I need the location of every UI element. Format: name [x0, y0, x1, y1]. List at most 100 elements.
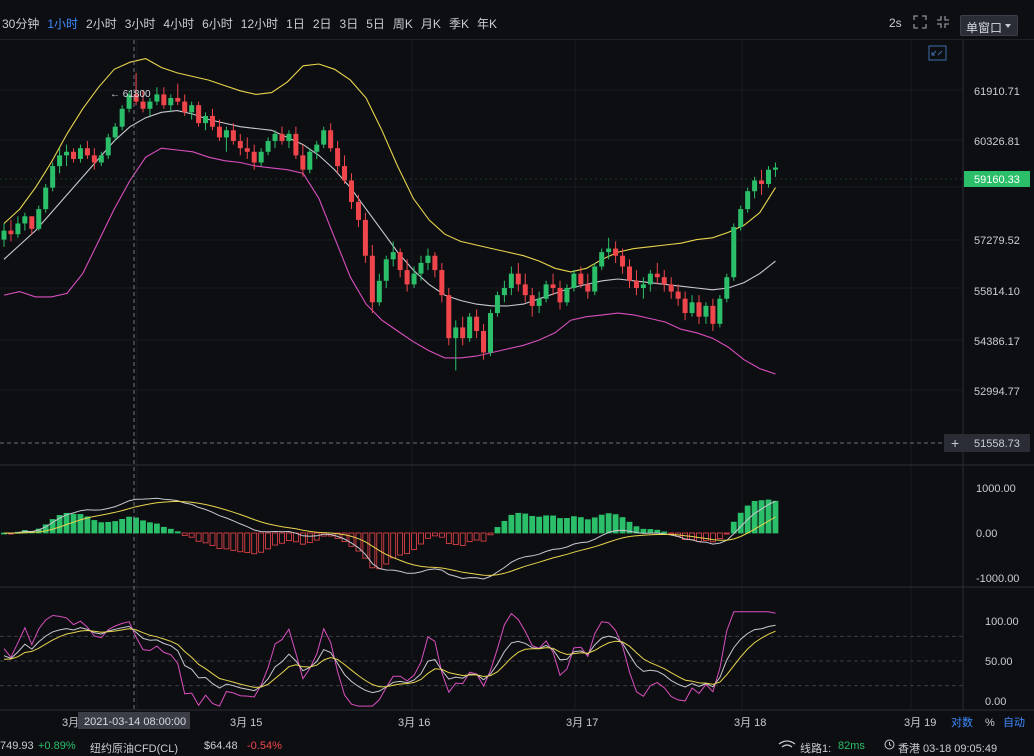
candle-body: [15, 223, 21, 235]
candle-body: [613, 248, 619, 256]
interval-tab[interactable]: 5日: [366, 17, 385, 31]
interval-tab[interactable]: 1日: [286, 17, 305, 31]
macd-histogram-bar: [188, 532, 195, 538]
status-bar: 749.93 +0.89% 纽约原油CFD(CL) $64.48 -0.54% …: [0, 735, 1034, 755]
price-tick-label: 57279.52: [974, 235, 1020, 247]
candle-body: [272, 133, 278, 142]
macd-histogram-bar: [591, 517, 598, 534]
chart-grid: [0, 40, 1034, 711]
macd-histogram-bar: [459, 532, 466, 546]
candle-body: [432, 255, 438, 271]
macd-histogram-bar: [70, 513, 77, 534]
candle-body: [522, 284, 528, 296]
macd-histogram-bar: [661, 531, 668, 534]
candle-body: [529, 295, 535, 306]
macd-histogram-bar: [153, 523, 160, 534]
macd-histogram-bar: [56, 515, 63, 534]
candle-body: [22, 216, 28, 224]
macd-histogram-bar: [716, 532, 723, 539]
cursor-price-label: 51558.73: [974, 438, 1020, 450]
candle-body: [446, 295, 452, 339]
price-chart[interactable]: 61910.7160326.8158783.4257279.5255814.10…: [0, 40, 1034, 735]
macd-histogram-bar: [619, 517, 626, 534]
time-tick-label: 3月 17: [566, 717, 598, 729]
macd-histogram-bar: [626, 521, 633, 534]
interval-tab[interactable]: 2日: [312, 17, 332, 31]
interval-tab[interactable]: 周K: [392, 17, 413, 31]
interval-tab[interactable]: 12小时: [240, 17, 279, 31]
macd-histogram-bar: [369, 532, 376, 569]
interval-tab[interactable]: 月K: [420, 17, 441, 31]
candle-body: [766, 169, 771, 185]
scale-mode-toggle[interactable]: 自动: [1003, 716, 1025, 729]
candle-body: [606, 248, 612, 253]
compress-icon[interactable]: [936, 15, 950, 29]
macd-histogram-bar: [404, 532, 411, 555]
price-tick-label: 61910.71: [974, 86, 1020, 98]
macd-histogram-bar: [209, 532, 216, 546]
candle-body: [342, 166, 348, 181]
candle-body: [752, 180, 758, 192]
interval-tab[interactable]: 1小时: [47, 17, 79, 31]
last-price-tag: [964, 171, 1030, 187]
interval-tab[interactable]: 6小时: [202, 17, 233, 31]
candle-body: [578, 273, 584, 285]
candle-body: [425, 255, 431, 263]
candle-body: [147, 101, 153, 109]
macd-histogram-bar: [758, 500, 765, 534]
macd-histogram-bar: [612, 514, 619, 534]
high-price-marker: ← 61800: [110, 89, 151, 100]
interval-tab[interactable]: 3日: [339, 17, 359, 31]
macd-histogram-bar: [536, 516, 543, 534]
interval-tab[interactable]: 年K: [476, 17, 497, 31]
macd-histogram-bar: [348, 532, 355, 547]
candle-body: [550, 284, 556, 288]
macd-histogram-bar: [237, 532, 244, 553]
oil-label[interactable]: 纽约原油CFD(CL): [90, 743, 178, 755]
candle-body: [557, 287, 563, 303]
macd-histogram-bar: [765, 499, 772, 534]
macd-histogram-bar: [49, 519, 56, 534]
refresh-rate-label[interactable]: 2s: [889, 16, 902, 30]
candle-body: [390, 252, 396, 260]
macd-histogram-bar: [425, 532, 431, 539]
interval-tab[interactable]: 30分钟: [2, 17, 40, 31]
candlestick-series[interactable]: [1, 72, 778, 371]
macd-histogram-bar: [723, 532, 730, 535]
macd-histogram-bar: [584, 519, 591, 534]
fullscreen-icon[interactable]: [928, 45, 947, 61]
candle-body: [1, 230, 7, 240]
expand-icon[interactable]: [913, 15, 927, 29]
candle-body: [71, 151, 76, 159]
scale-mode-toggle[interactable]: %: [985, 717, 995, 729]
candle-body: [731, 227, 737, 278]
interval-tab[interactable]: 2小时: [86, 17, 117, 31]
macd-histogram-bar: [223, 532, 230, 550]
scale-mode-toggle[interactable]: 对数: [951, 715, 973, 729]
candle-body: [293, 133, 299, 156]
line-label[interactable]: 线路1:: [800, 743, 832, 755]
macd-histogram-bar: [605, 513, 612, 534]
macd-histogram-bar: [98, 522, 105, 534]
candle-body: [112, 126, 118, 138]
candle-body: [599, 252, 605, 267]
interval-tab[interactable]: 季K: [448, 17, 469, 31]
interval-tab[interactable]: 3小时: [124, 17, 156, 31]
candle-body: [140, 101, 146, 109]
candle-body: [168, 98, 174, 106]
candle-body: [265, 141, 271, 152]
candle-body: [244, 148, 250, 152]
candle-body: [50, 166, 56, 188]
macd-histogram-bar: [230, 532, 237, 551]
macd-histogram-bar: [564, 518, 570, 534]
interval-tab[interactable]: 4小时: [163, 17, 195, 31]
candle-body: [647, 273, 653, 285]
oil-price: $64.48: [204, 740, 238, 752]
macd-histogram-bar: [494, 527, 501, 534]
price-tick-label: 54386.17: [974, 336, 1020, 348]
macd-histogram-bar: [341, 532, 348, 543]
window-mode-select[interactable]: 单窗口: [960, 15, 1018, 36]
candle-body: [633, 280, 639, 288]
macd-histogram-bar: [140, 520, 146, 534]
macd-histogram-bar: [640, 528, 647, 534]
